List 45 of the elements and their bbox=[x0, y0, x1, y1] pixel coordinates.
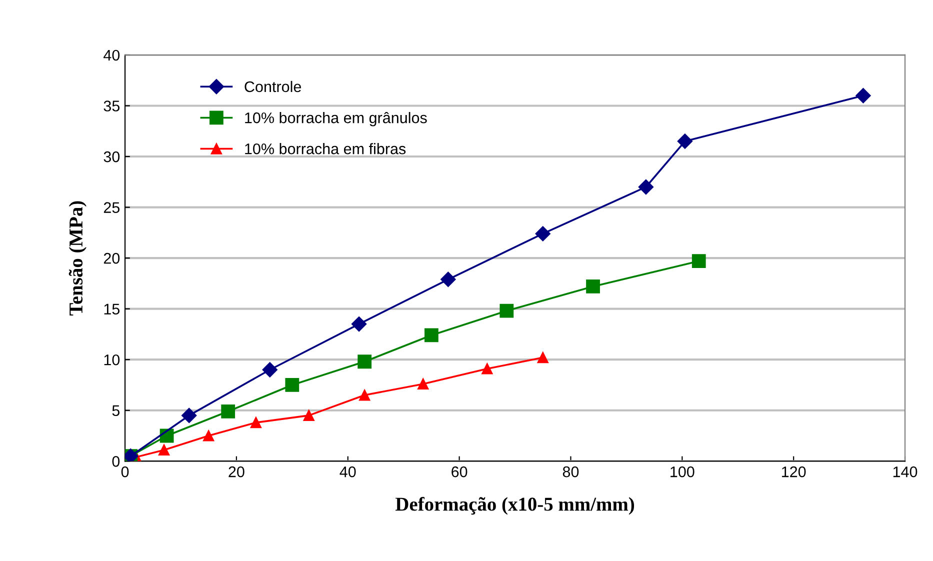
point bbox=[692, 254, 706, 268]
x-tick-label: 100 bbox=[670, 466, 694, 478]
y-tick-label: 15 bbox=[104, 304, 120, 315]
point bbox=[535, 226, 550, 242]
y-tick-label: 40 bbox=[104, 50, 120, 61]
legend-label: 10% borracha em fibras bbox=[245, 143, 406, 154]
point bbox=[537, 352, 548, 364]
x-tick-label: 120 bbox=[782, 466, 806, 478]
point bbox=[285, 378, 300, 392]
y-tick-label: 5 bbox=[112, 405, 120, 416]
point bbox=[418, 378, 429, 390]
point bbox=[638, 179, 654, 195]
point bbox=[182, 408, 197, 424]
y-tick-label: 35 bbox=[104, 100, 120, 112]
x-tick-label: 20 bbox=[228, 466, 244, 478]
y-tick-label: 10 bbox=[104, 354, 120, 366]
point bbox=[424, 328, 438, 342]
point bbox=[303, 410, 314, 422]
x-tick-label: 0 bbox=[121, 466, 129, 478]
y-axis-title: Tensão (MPa) bbox=[68, 201, 86, 316]
y-tick-label: 25 bbox=[104, 202, 120, 213]
point bbox=[500, 304, 514, 318]
point bbox=[482, 363, 493, 374]
y-tick-label: 30 bbox=[104, 151, 120, 162]
x-tick-label: 80 bbox=[562, 466, 579, 478]
point bbox=[158, 444, 170, 456]
point bbox=[359, 390, 370, 401]
y-tick-label: 0 bbox=[112, 456, 120, 467]
point bbox=[586, 280, 600, 294]
point bbox=[221, 404, 236, 418]
point bbox=[358, 354, 372, 369]
y-tick-label: 20 bbox=[104, 252, 120, 264]
x-axis-title: Deformação (x10-5 mm/mm) bbox=[396, 496, 634, 515]
point bbox=[440, 272, 456, 287]
point bbox=[856, 88, 871, 104]
point bbox=[677, 134, 693, 149]
point bbox=[351, 316, 367, 332]
legend-label: Controle bbox=[244, 80, 302, 92]
point bbox=[203, 430, 214, 442]
point bbox=[262, 362, 278, 378]
point bbox=[250, 417, 262, 428]
legend-label: 10% borracha em grânulos bbox=[245, 112, 427, 126]
x-tick-label: 40 bbox=[340, 466, 356, 478]
x-tick-label: 140 bbox=[893, 466, 918, 478]
x-tick-label: 60 bbox=[452, 466, 468, 478]
